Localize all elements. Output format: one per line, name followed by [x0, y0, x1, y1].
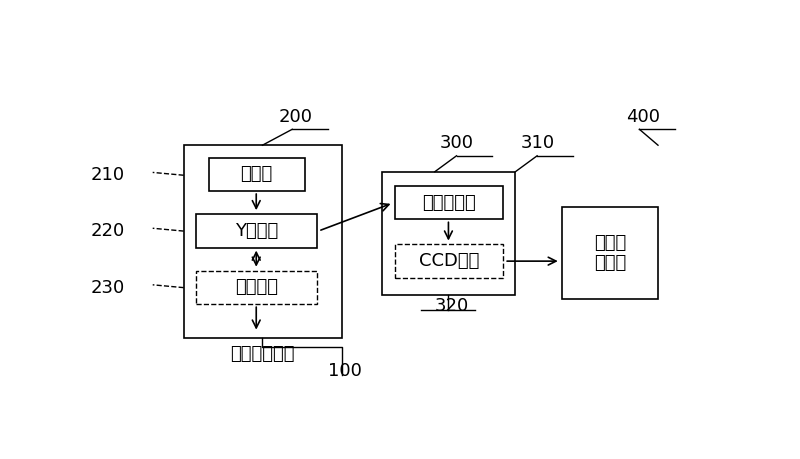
Text: 400: 400: [626, 108, 660, 126]
Bar: [382, 172, 515, 296]
Text: 320: 320: [435, 297, 469, 315]
Text: 激光器: 激光器: [241, 165, 273, 183]
Text: 拉曼探针: 拉曼探针: [235, 279, 278, 297]
Text: 230: 230: [90, 279, 125, 297]
Bar: [196, 214, 317, 248]
Text: 210: 210: [90, 166, 125, 184]
Text: 310: 310: [520, 134, 554, 152]
Text: 200: 200: [278, 108, 313, 126]
Text: Y型光纤: Y型光纤: [235, 222, 278, 240]
Text: 信号处
理装置: 信号处 理装置: [594, 234, 626, 272]
Text: 100: 100: [328, 362, 362, 380]
Text: 旋转定位装置: 旋转定位装置: [230, 345, 294, 363]
Bar: [562, 207, 658, 299]
Bar: [184, 145, 342, 338]
Bar: [209, 157, 305, 191]
Text: CCD相机: CCD相机: [418, 252, 479, 270]
Text: 拉曼分光仳: 拉曼分光仳: [422, 194, 476, 212]
Bar: [394, 244, 503, 278]
Bar: [196, 271, 317, 304]
Text: 220: 220: [90, 222, 125, 240]
Bar: [394, 186, 503, 219]
Text: 300: 300: [440, 134, 474, 152]
